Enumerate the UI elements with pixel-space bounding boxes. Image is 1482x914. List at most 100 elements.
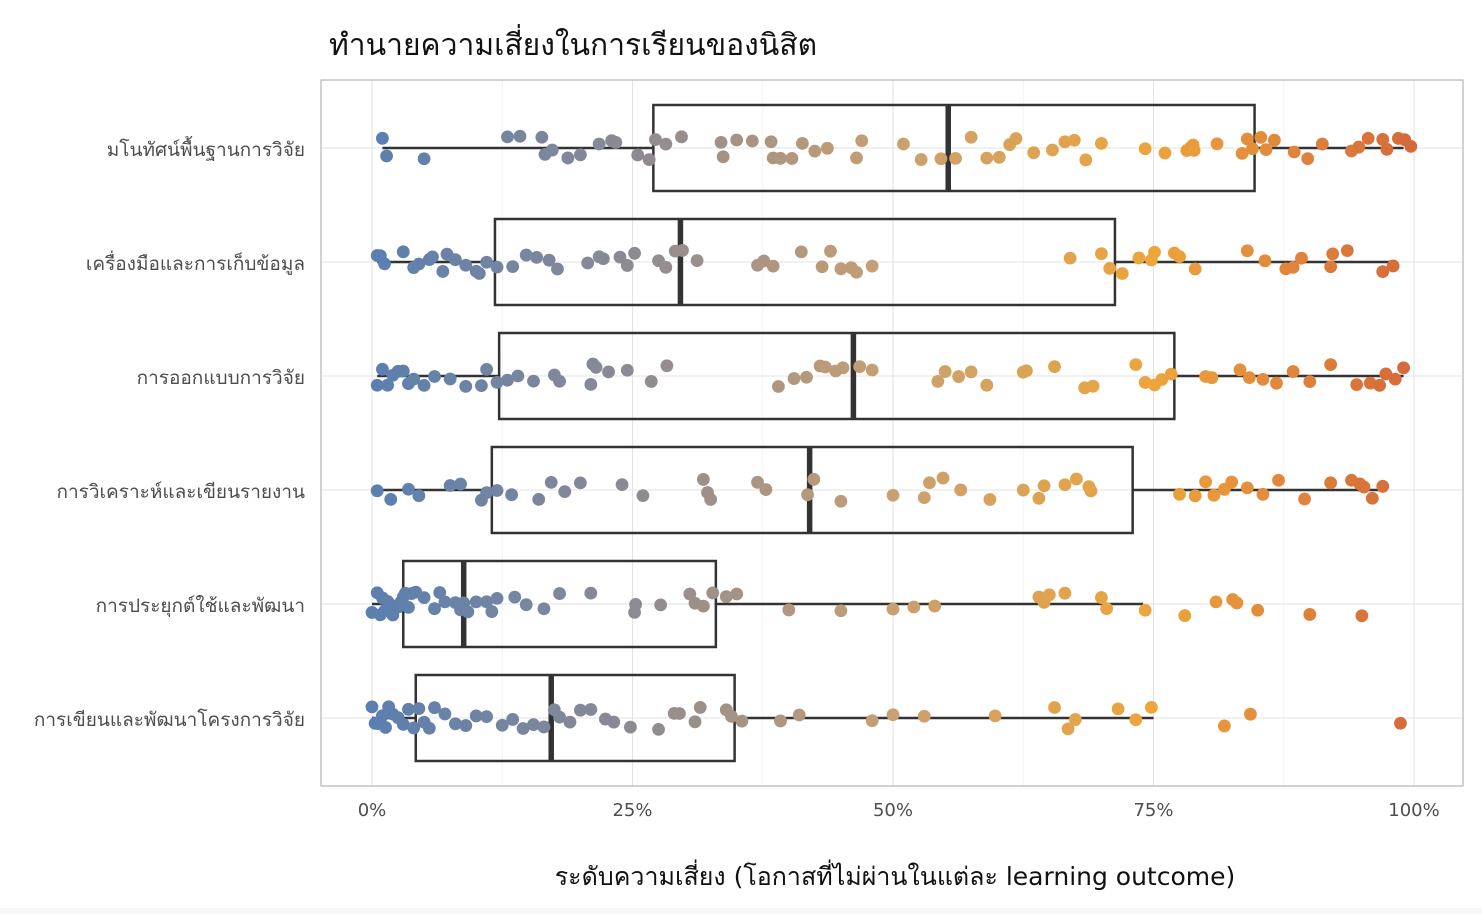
data-point: [607, 715, 621, 729]
data-point: [563, 715, 577, 729]
data-point: [853, 360, 867, 374]
x-axis-label: ระดับความเสี่ยง (โอกาสที่ไม่ผ่านในแต่ละ …: [555, 859, 1236, 891]
data-point: [1295, 251, 1308, 265]
data-point: [1244, 707, 1257, 721]
data-point: [1155, 373, 1169, 386]
data-point: [716, 150, 730, 164]
data-point: [433, 586, 447, 599]
data-point: [745, 134, 759, 148]
data-point: [426, 250, 439, 264]
y-tick-labels: มโนทัศน์พื้นฐานการวิจัยเครื่องมือและการเ…: [34, 136, 305, 731]
data-point: [660, 359, 674, 373]
data-point: [1079, 153, 1093, 167]
data-point: [923, 476, 936, 490]
data-point: [412, 702, 426, 716]
data-point: [1037, 479, 1051, 493]
data-point: [501, 130, 514, 144]
data-point: [855, 134, 869, 148]
data-point: [1298, 492, 1311, 506]
data-point: [934, 152, 948, 166]
data-point: [1242, 371, 1256, 385]
data-point: [428, 370, 441, 383]
data-point: [544, 475, 558, 489]
data-point: [1397, 361, 1410, 375]
data-point: [574, 703, 587, 717]
data-point: [380, 149, 393, 163]
data-point: [1188, 262, 1202, 276]
point-layer: [365, 129, 1418, 736]
data-point: [1357, 480, 1371, 494]
data-point: [459, 258, 473, 272]
data-point: [1048, 360, 1061, 374]
data-point: [836, 361, 850, 375]
data-point: [381, 378, 395, 392]
data-point: [402, 702, 415, 716]
data-point: [1240, 244, 1254, 258]
data-point: [490, 484, 504, 497]
data-point: [1326, 247, 1340, 261]
data-point: [615, 478, 629, 492]
data-point: [1048, 701, 1061, 714]
data-point: [537, 720, 551, 734]
data-point: [417, 378, 431, 392]
data-point: [865, 714, 879, 728]
data-point: [1340, 244, 1354, 258]
data-point: [794, 245, 808, 259]
data-point: [764, 135, 778, 149]
data-point: [530, 250, 544, 264]
data-point: [659, 137, 673, 151]
data-point: [1173, 250, 1186, 264]
data-point: [589, 360, 603, 374]
data-point: [834, 494, 848, 508]
data-point: [1355, 609, 1369, 623]
data-point: [511, 369, 525, 383]
x-tick-label: 100%: [1388, 800, 1439, 821]
data-point: [659, 260, 673, 274]
data-point: [983, 493, 997, 506]
data-point: [936, 471, 950, 485]
data-point: [443, 372, 457, 386]
data-point: [584, 586, 598, 600]
data-point: [378, 257, 391, 271]
data-point: [535, 130, 549, 144]
data-point: [376, 362, 389, 376]
data-point: [1256, 487, 1270, 501]
data-point: [1380, 142, 1394, 156]
y-tick-label: การประยุกต์ใช้และพัฒนา: [96, 595, 305, 618]
data-point: [412, 257, 426, 271]
x-tick-label: 25%: [612, 800, 652, 821]
data-point: [1258, 254, 1272, 268]
data-point: [459, 719, 473, 732]
data-point: [917, 491, 931, 505]
data-point: [1240, 132, 1254, 146]
data-point: [596, 252, 610, 266]
data-point: [654, 598, 668, 612]
data-point: [581, 256, 595, 270]
data-point: [1286, 260, 1300, 274]
data-point: [527, 718, 540, 732]
data-point: [644, 375, 658, 388]
data-point: [1230, 596, 1244, 610]
data-point: [475, 379, 488, 393]
data-point: [1404, 139, 1418, 153]
data-point: [1388, 372, 1402, 386]
data-point: [914, 153, 928, 166]
data-point: [1205, 371, 1219, 385]
data-point: [379, 721, 392, 734]
data-point: [1019, 364, 1033, 378]
data-point: [988, 709, 1002, 723]
data-point: [505, 488, 519, 502]
data-point: [1086, 379, 1100, 393]
data-point: [1095, 136, 1108, 150]
data-point: [952, 370, 966, 383]
data-point: [629, 598, 643, 611]
data-point: [1217, 719, 1231, 733]
data-point: [574, 476, 587, 490]
data-point: [631, 148, 645, 162]
data-point: [1376, 133, 1390, 146]
data-point: [1301, 152, 1315, 166]
data-point: [818, 360, 832, 374]
data-point: [376, 131, 389, 145]
data-point: [795, 136, 809, 150]
